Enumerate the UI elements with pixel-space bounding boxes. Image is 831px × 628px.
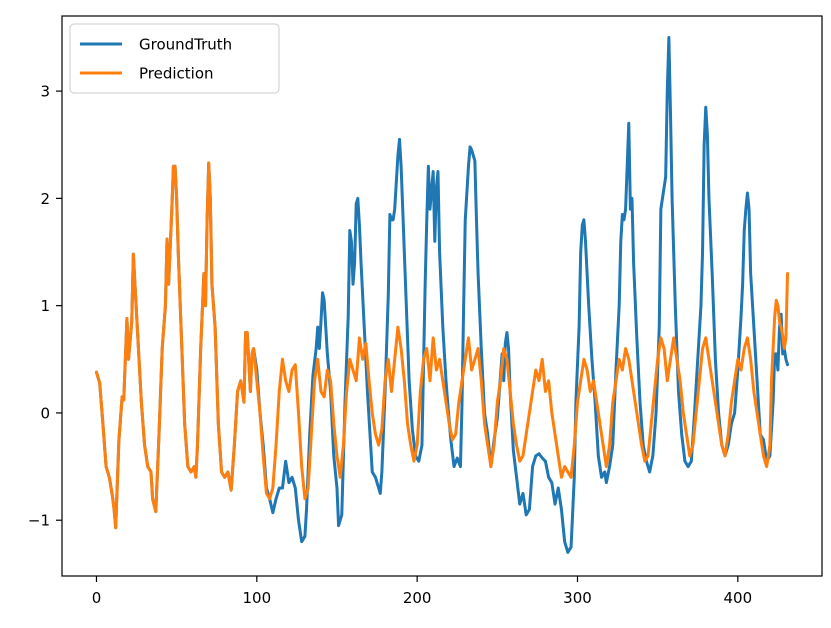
legend-box <box>69 23 280 94</box>
legend-label-groundtruth: GroundTruth <box>139 36 232 54</box>
y-tick-label: 1 <box>40 297 50 315</box>
x-tick-label: 300 <box>563 589 592 607</box>
x-tick-label: 400 <box>724 589 753 607</box>
series-layer <box>94 35 790 554</box>
x-tick-label: 0 <box>92 589 102 607</box>
legend-label-prediction: Prediction <box>139 65 214 83</box>
y-tick-label: −1 <box>28 512 50 530</box>
x-tick-label: 200 <box>403 589 432 607</box>
legend: GroundTruth Prediction <box>69 23 280 94</box>
x-tick-label: 100 <box>242 589 271 607</box>
y-tick-label: 3 <box>40 83 50 101</box>
series-line-prediction <box>94 161 790 530</box>
y-tick-label: 2 <box>40 190 50 208</box>
axis-layer: 0 100 200 300 400 −1 0 1 2 3 <box>28 83 752 607</box>
plot-frame <box>61 15 823 577</box>
y-tick-label: 0 <box>40 404 50 422</box>
